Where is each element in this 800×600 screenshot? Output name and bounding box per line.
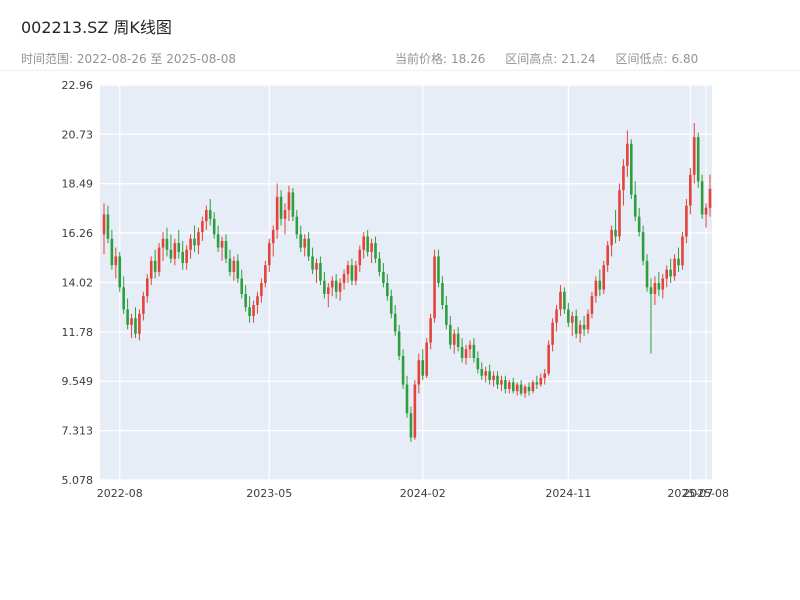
page-title: 002213.SZ 周K线图: [21, 18, 172, 37]
header-divider: [0, 70, 800, 71]
price-stats: 当前价格: 18.26 区间高点: 21.24 区间低点: 6.80: [395, 50, 714, 67]
svg-text:5.078: 5.078: [62, 474, 94, 487]
svg-text:16.26: 16.26: [62, 227, 94, 240]
svg-text:2024-02: 2024-02: [400, 487, 446, 500]
range-high-stat: 区间高点: 21.24: [505, 52, 595, 66]
current-price-value: 18.26: [451, 52, 486, 66]
subheader: 时间范围: 2022-08-26 至 2025-08-08 当前价格: 18.26…: [21, 50, 781, 68]
svg-text:2024-11: 2024-11: [545, 487, 591, 500]
range-low-stat: 区间低点: 6.80: [615, 52, 698, 66]
svg-text:2022-08: 2022-08: [97, 487, 143, 500]
date-range-label: 时间范围: 2022-08-26 至 2025-08-08: [21, 52, 236, 66]
svg-text:2023-05: 2023-05: [246, 487, 292, 500]
svg-text:2025-08: 2025-08: [683, 487, 729, 500]
current-price-label: 当前价格:: [395, 52, 448, 66]
svg-text:14.02: 14.02: [62, 276, 94, 289]
range-low-value: 6.80: [671, 52, 699, 66]
range-high-value: 21.24: [561, 52, 596, 66]
svg-text:11.78: 11.78: [62, 326, 94, 339]
svg-text:7.313: 7.313: [62, 425, 94, 438]
range-low-label: 区间低点:: [615, 52, 668, 66]
svg-text:20.73: 20.73: [62, 128, 94, 141]
current-price-stat: 当前价格: 18.26: [395, 52, 485, 66]
svg-text:2025-07: 2025-07: [667, 487, 713, 500]
svg-text:22.96: 22.96: [62, 79, 94, 92]
svg-text:9.549: 9.549: [62, 375, 94, 388]
range-high-label: 区间高点:: [505, 52, 558, 66]
svg-text:18.49: 18.49: [62, 178, 94, 191]
